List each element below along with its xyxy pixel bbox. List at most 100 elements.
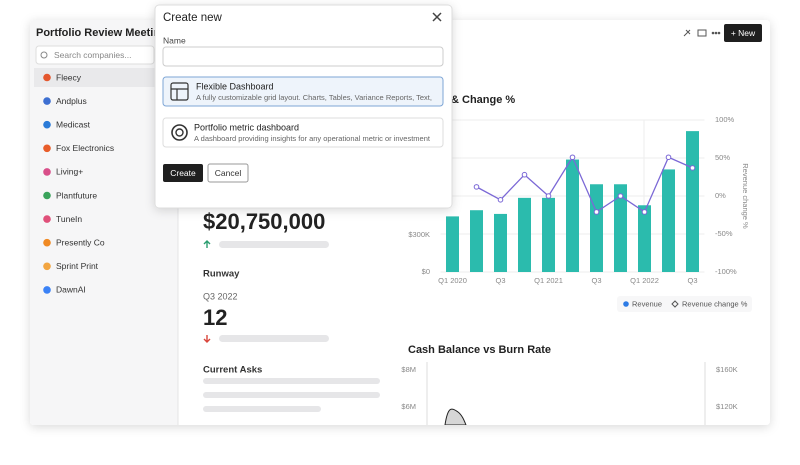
line-point [521,171,528,178]
sidebar [30,20,178,425]
y2-tick-label: 50% [715,153,730,162]
company-name: Fleecy [56,72,82,82]
company-icon [43,286,51,294]
pin-icon[interactable] [683,29,691,37]
chart-title: & Change % [451,94,515,106]
y-tick-label: $6M [401,402,416,411]
y2-axis-label: Revenue change % [741,163,750,229]
company-icon [43,97,51,105]
name-label: Name [163,35,186,45]
x-tick-label: Q1 2022 [630,276,659,285]
placeholder [203,392,380,398]
y2-tick-label: 0% [715,191,726,200]
line-point [593,209,600,215]
create-button[interactable] [163,164,203,182]
company-icon [43,168,51,176]
bar [446,216,459,272]
line-point [569,154,576,161]
company-name: Presently Co [56,237,105,247]
selected-row [34,68,178,87]
option-title: Portfolio metric dashboard [194,122,299,132]
line [476,155,693,213]
y2-tick-label: -100% [715,267,737,276]
legend-marker [623,301,629,307]
print-icon[interactable] [697,29,707,37]
company-icon [43,262,51,271]
company-icon [43,120,51,129]
company-icon [43,191,51,200]
company-name: Sprint Print [56,261,99,271]
bar [470,210,483,272]
company-name: Medicast [56,119,91,129]
line-point [641,209,648,215]
search-icon [40,51,48,59]
option-card[interactable] [162,76,444,107]
company-name: Andplus [56,96,87,106]
runway-period: Q3 2022 [203,291,238,301]
chart-title: Cash Balance vs Burn Rate [408,344,551,356]
grid-icon [170,82,189,101]
option-description: A fully customizable grid layout. Charts… [196,93,432,102]
close-button[interactable] [432,12,442,22]
cancel-button[interactable] [207,163,249,183]
sidebar-title: Portfolio Review Meetin [36,27,160,39]
legend-label: Revenue [632,299,662,308]
company-name: Living+ [56,167,83,177]
company-name: Plantfuture [56,190,97,200]
placeholder [219,241,329,248]
search-box[interactable] [35,45,155,65]
asks-title: Current Asks [203,365,262,376]
x-tick-label: Q3 [687,276,697,285]
placeholder [219,335,329,342]
x-tick-label: Q3 [495,276,505,285]
bar [686,131,699,272]
bar [566,159,579,272]
legend-box [617,296,752,312]
line-point [545,193,552,199]
line-point [473,184,480,190]
y2-tick-label: $120K [716,402,738,411]
option-title: Flexible Dashboard [196,81,274,91]
bar [590,184,603,272]
x-tick-label: Q1 2021 [534,276,563,285]
toolbar-icons [683,29,721,37]
name-input[interactable] [162,46,444,67]
legend-label: Revenue change % [682,299,748,308]
search-placeholder: Search companies... [54,50,131,60]
option-card[interactable] [162,117,444,148]
runway-value: 12 [203,305,227,330]
company-icon [43,144,51,153]
y2-tick-label: -50% [715,229,733,238]
line-point [617,193,624,199]
new-button[interactable] [724,24,762,42]
line-point [689,165,696,171]
y-tick-label: $8M [401,365,416,374]
cancel-label: Cancel [215,168,242,178]
company-icon [43,238,51,247]
target-icon [171,124,188,141]
create-label: Create [170,168,196,178]
placeholder [203,406,321,412]
placeholder [203,378,380,384]
company-icon [43,215,51,223]
cash-area [444,408,467,425]
up-arrow [203,240,211,248]
runway-title: Runway [203,269,240,280]
x-tick-label: Q3 [591,276,601,285]
y2-tick-label: $160K [716,365,738,374]
modal: Create new Name Flexible Dashboard A ful… [154,4,453,209]
line-point [497,197,504,203]
bar [494,213,507,272]
y2-tick-label: 100% [715,115,735,124]
down-arrow [203,335,211,343]
line-point [665,154,672,161]
bar [542,197,555,272]
option-description: A dashboard providing insights for any o… [194,134,431,143]
company-name: Fox Electronics [56,143,114,153]
bar [638,205,651,272]
metric-value: $20,750,000 [203,209,325,234]
new-button-label: + New [731,28,756,38]
bar [518,197,531,272]
y-tick-label: $300K [408,230,430,239]
